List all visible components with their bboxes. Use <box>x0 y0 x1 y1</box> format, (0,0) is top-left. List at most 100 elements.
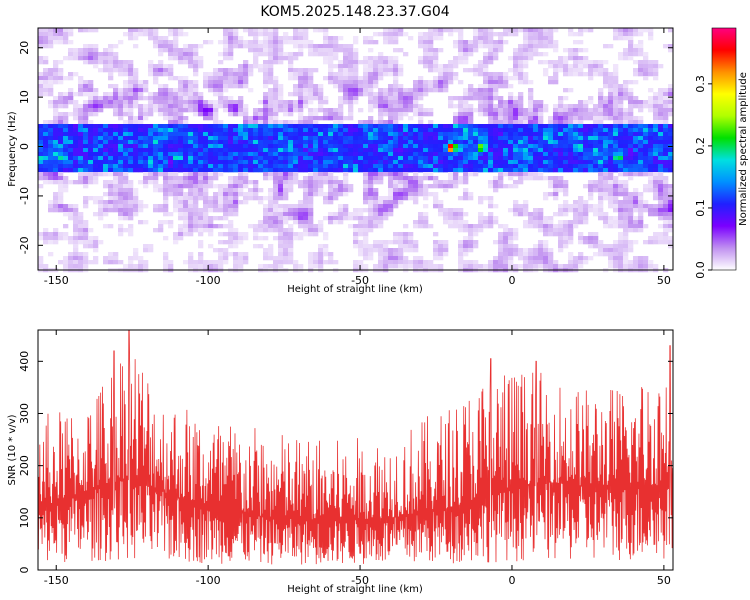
heatmap-cell <box>578 136 584 141</box>
heatmap-cell <box>183 152 189 157</box>
heatmap-cell <box>78 48 84 53</box>
heatmap-cell <box>388 256 394 261</box>
heatmap-cell <box>508 100 514 105</box>
heatmap-cell <box>413 244 419 249</box>
heatmap-cell <box>458 108 464 113</box>
heatmap-cell <box>668 156 674 161</box>
heatmap-cell <box>73 244 79 249</box>
heatmap-cell <box>623 220 629 225</box>
heatmap-cell <box>43 84 49 89</box>
heatmap-cell <box>368 56 374 61</box>
heatmap-cell <box>308 40 314 45</box>
heatmap-cell <box>363 180 369 185</box>
heatmap-cell <box>488 224 494 229</box>
heatmap-cell <box>588 160 594 165</box>
heatmap-cell <box>238 236 244 241</box>
heatmap-cell <box>433 148 439 153</box>
heatmap-cell <box>568 156 574 161</box>
heatmap-cell <box>283 248 289 253</box>
heatmap-cell <box>533 52 539 57</box>
heatmap-cell <box>353 100 359 105</box>
heatmap-cell <box>413 92 419 97</box>
heatmap-cell <box>603 252 609 257</box>
heatmap-cell <box>478 112 484 117</box>
heatmap-cell <box>73 104 79 109</box>
heatmap-cell <box>438 248 444 253</box>
heatmap-cell <box>478 148 484 153</box>
heatmap-cell <box>348 152 354 157</box>
heatmap-cell <box>163 140 169 145</box>
heatmap-cell <box>138 180 144 185</box>
heatmap-cell <box>248 144 254 149</box>
heatmap-cell <box>203 188 209 193</box>
heatmap-cell <box>258 140 264 145</box>
heatmap-cell <box>278 60 284 65</box>
heatmap-cell <box>278 260 284 265</box>
heatmap-cell <box>83 156 89 161</box>
heatmap-cell <box>448 68 454 73</box>
heatmap-cell <box>248 140 254 145</box>
heatmap-cell <box>488 260 494 265</box>
heatmap-cell <box>428 120 434 125</box>
heatmap-cell <box>533 156 539 161</box>
heatmap-cell <box>228 52 234 57</box>
heatmap-cell <box>78 164 84 169</box>
heatmap-cell <box>378 100 384 105</box>
heatmap-cell <box>363 128 369 133</box>
heatmap-cell <box>223 32 229 37</box>
heatmap-cell <box>358 220 364 225</box>
heatmap-cell <box>138 220 144 225</box>
heatmap-cell <box>283 112 289 117</box>
heatmap-cell <box>118 192 124 197</box>
heatmap-cell <box>298 32 304 37</box>
heatmap-cell <box>383 204 389 209</box>
heatmap-cell <box>413 168 419 173</box>
heatmap-cell <box>148 176 154 181</box>
heatmap-cell <box>358 156 364 161</box>
heatmap-cell <box>533 44 539 49</box>
heatmap-cell <box>278 148 284 153</box>
heatmap-cell <box>478 40 484 45</box>
heatmap-cell <box>583 256 589 261</box>
heatmap-cell <box>423 60 429 65</box>
heatmap-cell <box>663 208 669 213</box>
heatmap-cell <box>263 152 269 157</box>
heatmap-cell <box>568 56 574 61</box>
heatmap-cell <box>178 56 184 61</box>
heatmap-cell <box>663 212 669 217</box>
heatmap-cell <box>113 44 119 49</box>
heatmap-cell <box>478 96 484 101</box>
heatmap-cell <box>573 120 579 125</box>
heatmap-cell <box>283 40 289 45</box>
heatmap-cell <box>668 148 674 153</box>
heatmap-cell <box>358 240 364 245</box>
heatmap-cell <box>538 44 544 49</box>
heatmap-cell <box>118 72 124 77</box>
heatmap-cell <box>283 152 289 157</box>
heatmap-cell <box>218 148 224 153</box>
heatmap-cell <box>288 188 294 193</box>
heatmap-cell <box>43 32 49 37</box>
heatmap-cell <box>113 68 119 73</box>
heatmap-cell <box>528 44 534 49</box>
heatmap-cell <box>48 44 54 49</box>
heatmap-cell <box>428 80 434 85</box>
heatmap-cell <box>318 188 324 193</box>
heatmap-cell <box>573 200 579 205</box>
heatmap-cell <box>253 116 259 121</box>
heatmap-cell <box>618 252 624 257</box>
heatmap-cell <box>418 120 424 125</box>
heatmap-cell <box>393 196 399 201</box>
heatmap-cell <box>353 168 359 173</box>
heatmap-cell <box>178 144 184 149</box>
heatmap-cell <box>98 52 104 57</box>
heatmap-cell <box>423 128 429 133</box>
heatmap-cell <box>388 92 394 97</box>
heatmap-cell <box>548 124 554 129</box>
heatmap-cell <box>408 96 414 101</box>
heatmap-cell <box>658 176 664 181</box>
heatmap-cell <box>363 64 369 69</box>
heatmap-cell <box>93 240 99 245</box>
heatmap-cell <box>38 88 44 93</box>
heatmap-cell <box>573 156 579 161</box>
